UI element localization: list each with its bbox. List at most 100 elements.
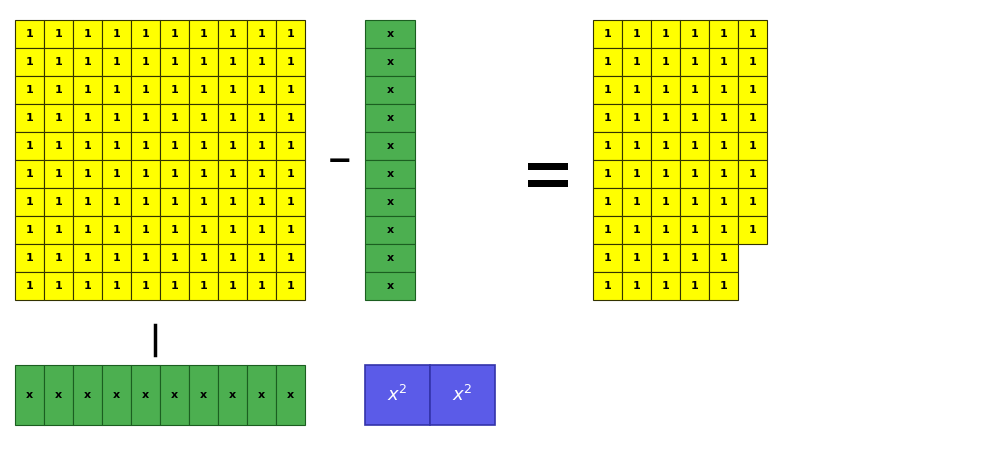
Text: 1: 1 xyxy=(199,141,207,151)
Text: 1: 1 xyxy=(228,225,236,235)
Text: 1: 1 xyxy=(113,169,120,179)
Text: 1: 1 xyxy=(26,57,34,67)
Bar xyxy=(73,76,102,104)
Text: 1: 1 xyxy=(142,169,150,179)
Text: x: x xyxy=(387,113,394,123)
Text: 1: 1 xyxy=(199,113,207,123)
Text: 1: 1 xyxy=(55,57,62,67)
Bar xyxy=(131,244,160,272)
Text: 1: 1 xyxy=(171,85,179,95)
Text: 1: 1 xyxy=(113,29,120,39)
Text: x: x xyxy=(142,390,149,400)
Text: 1: 1 xyxy=(719,85,727,95)
Bar xyxy=(102,20,131,48)
Bar xyxy=(651,244,680,272)
Text: 1: 1 xyxy=(719,253,727,263)
Bar xyxy=(651,160,680,188)
Text: 1: 1 xyxy=(83,169,91,179)
Bar xyxy=(189,20,218,48)
Text: 1: 1 xyxy=(662,197,670,207)
Bar xyxy=(189,76,218,104)
Text: 1: 1 xyxy=(83,141,91,151)
Bar xyxy=(102,104,131,132)
Bar xyxy=(651,188,680,216)
Bar xyxy=(709,48,738,76)
Text: x: x xyxy=(387,225,394,235)
Text: 1: 1 xyxy=(228,85,236,95)
Bar xyxy=(131,272,160,300)
Text: 1: 1 xyxy=(171,281,179,291)
Text: 1: 1 xyxy=(749,85,756,95)
Bar xyxy=(247,132,276,160)
Bar xyxy=(738,188,767,216)
Bar xyxy=(247,244,276,272)
Bar xyxy=(15,76,44,104)
Text: 1: 1 xyxy=(113,85,120,95)
Text: 1: 1 xyxy=(603,57,611,67)
Bar xyxy=(189,188,218,216)
Bar xyxy=(160,132,189,160)
Text: 1: 1 xyxy=(690,57,698,67)
Text: 1: 1 xyxy=(83,225,91,235)
Bar xyxy=(593,76,622,104)
Text: 1: 1 xyxy=(83,197,91,207)
Text: 1: 1 xyxy=(287,29,295,39)
Text: x: x xyxy=(287,390,294,400)
Text: 1: 1 xyxy=(142,197,150,207)
Text: 1: 1 xyxy=(199,253,207,263)
Bar xyxy=(680,20,709,48)
Bar xyxy=(189,48,218,76)
Text: 1: 1 xyxy=(26,29,34,39)
Text: 1: 1 xyxy=(719,113,727,123)
Bar xyxy=(15,160,44,188)
Text: 1: 1 xyxy=(603,281,611,291)
Bar xyxy=(622,272,651,300)
Text: 1: 1 xyxy=(142,141,150,151)
Bar xyxy=(102,160,131,188)
Bar xyxy=(218,272,247,300)
Text: 1: 1 xyxy=(662,57,670,67)
Text: 1: 1 xyxy=(55,113,62,123)
Text: 1: 1 xyxy=(662,253,670,263)
Bar xyxy=(44,272,73,300)
Text: 1: 1 xyxy=(633,85,641,95)
Bar xyxy=(709,132,738,160)
Text: 1: 1 xyxy=(228,281,236,291)
Text: 1: 1 xyxy=(55,197,62,207)
Text: 1: 1 xyxy=(113,253,120,263)
Bar xyxy=(709,244,738,272)
Text: 1: 1 xyxy=(633,29,641,39)
Text: 1: 1 xyxy=(258,113,266,123)
Bar xyxy=(44,20,73,48)
Bar xyxy=(218,76,247,104)
Bar xyxy=(593,132,622,160)
Bar xyxy=(738,20,767,48)
Bar xyxy=(709,188,738,216)
Bar xyxy=(189,132,218,160)
Text: 1: 1 xyxy=(662,113,670,123)
Text: 1: 1 xyxy=(83,113,91,123)
Bar xyxy=(276,20,305,48)
Bar xyxy=(622,76,651,104)
Bar xyxy=(15,365,44,425)
Text: 1: 1 xyxy=(228,141,236,151)
Text: x: x xyxy=(387,29,394,39)
Text: 1: 1 xyxy=(690,29,698,39)
Text: 1: 1 xyxy=(26,113,34,123)
Bar xyxy=(218,132,247,160)
Bar xyxy=(365,272,415,300)
Text: 1: 1 xyxy=(719,141,727,151)
Bar xyxy=(131,132,160,160)
Bar xyxy=(102,244,131,272)
Bar xyxy=(160,104,189,132)
Bar xyxy=(738,132,767,160)
Text: 1: 1 xyxy=(26,197,34,207)
Bar xyxy=(44,104,73,132)
Text: 1: 1 xyxy=(258,141,266,151)
Text: $x^2$: $x^2$ xyxy=(452,385,473,405)
Text: 1: 1 xyxy=(287,169,295,179)
Bar xyxy=(102,188,131,216)
Bar xyxy=(44,188,73,216)
Bar xyxy=(189,160,218,188)
Text: x: x xyxy=(258,390,265,400)
